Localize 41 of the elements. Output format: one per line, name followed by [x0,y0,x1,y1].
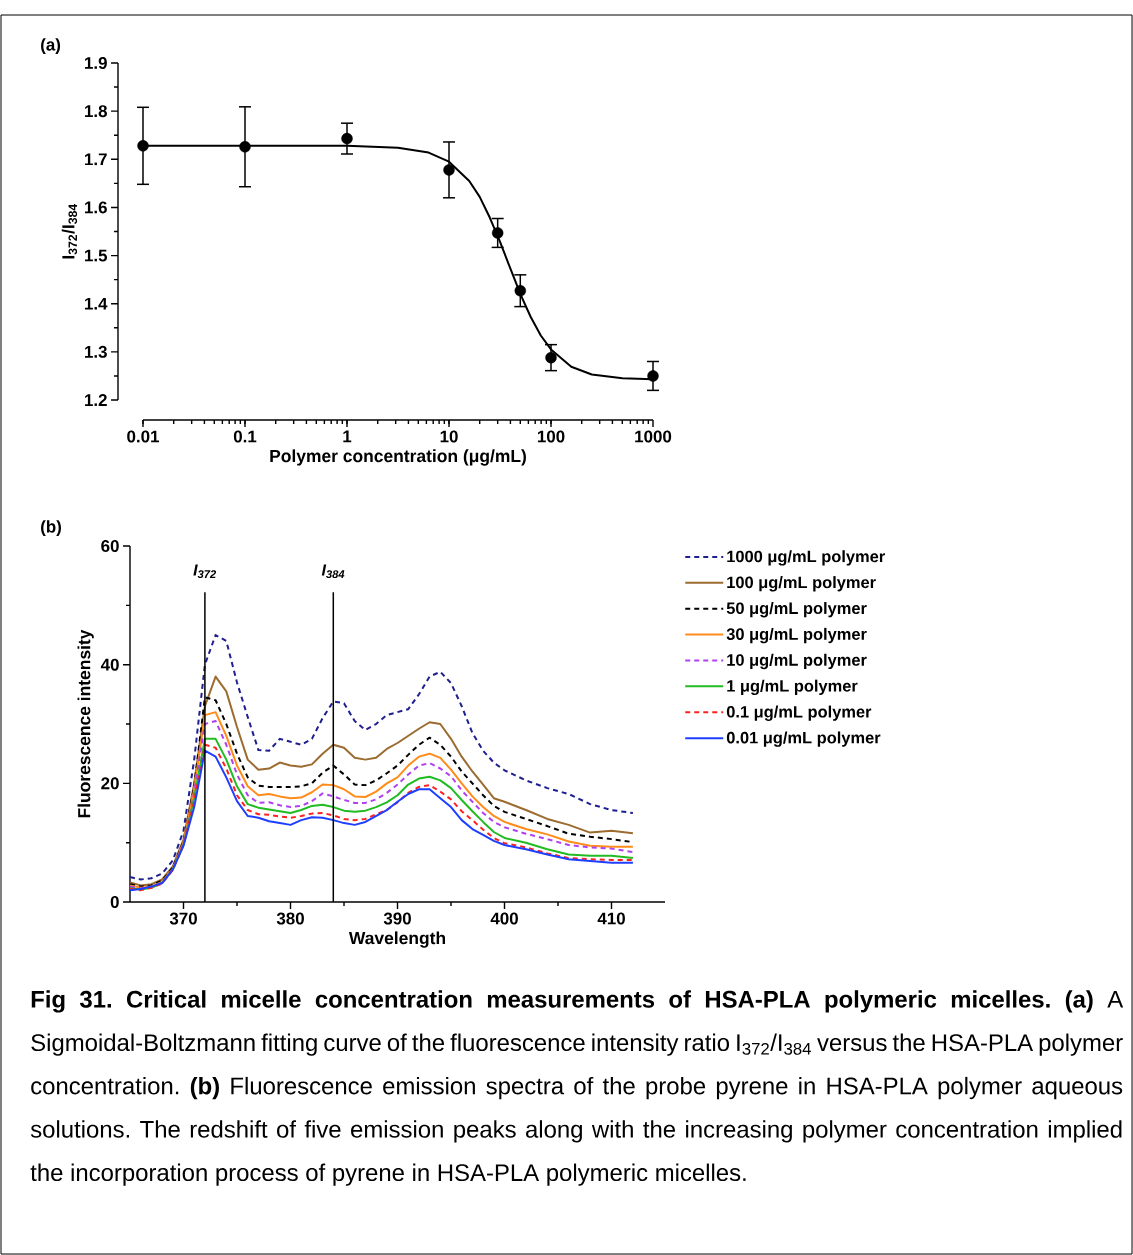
y-tick-label: 1.4 [85,297,108,310]
legend-label: 1000 μg/mL polymer [727,550,885,566]
x-tick-label: 410 [597,912,625,925]
text: Fig 31. Critical micelle concentration measurements of HSA-PLA polymeric micelles. (a) A Sigmoidal-Boltzmann fitting curve of the fluorescence intensity ratio I$_{372}$/I$_{384}$ versus the HSA-PLA polymer concentration. (b) Fluorescence emission spectra of the probe pyrene in HSA-PLA polymer aqueous solutions. The redshift of five emission peaks along with the increasing polymer concentration implied the incorporation process of pyrene in HSA-PLA polymeric micelles. [30,990,1124,1186]
ref-line-label: I$_{372}$ [193,564,217,579]
x-axis-title: Wavelength [348,931,446,948]
ref-line-label: I$_{384}$ [321,564,345,579]
legend-label: 100 μg/mL polymer [727,576,876,592]
x-tick-label: 370 [169,912,197,925]
legend-label: 30 μg/mL polymer [726,627,867,644]
legend-label: 50 μg/mL polymer [726,601,867,618]
x-tick-label: 1 [343,430,352,443]
legend-label: 10 μg/mL polymer [727,653,867,670]
x-tick-label: 380 [276,912,304,925]
legend-label: 0.01 μg/mL polymer [726,731,881,747]
legend-label: 0.1 μg/mL polymer [726,705,872,721]
y-tick-label: 0 [110,896,119,909]
y-tick-label: 1.3 [85,345,107,358]
chart-title: (a) [41,38,61,54]
x-tick-label: 10 [440,430,458,443]
chart-title: (b) [41,520,61,536]
y-tick-label: 1.8 [85,105,107,118]
y-axis-title: Fluorescence intensity [77,629,94,818]
legend-label: 1 μg/mL polymer [727,679,858,696]
y-tick-label: 40 [100,658,119,671]
line-series [129,634,634,881]
x-tick-label: 0.1 [233,430,257,443]
y-tick-label: 60 [101,540,119,553]
y-tick-label: 20 [101,777,119,790]
y-tick-label: 1.9 [85,57,107,70]
x-tick-label: 100 [537,430,565,443]
y-tick-label: 1.2 [85,394,107,406]
y-tick-label: 1.5 [85,249,108,262]
y-tick-label: 1.6 [85,201,107,214]
x-tick-label: 0.01 [127,430,160,443]
x-tick-label: 1000 [635,430,672,443]
y-tick-label: 1.7 [85,153,107,166]
x-tick-label: 400 [490,912,518,925]
y-axis-title: I$_{372}$/I$_{384}$ [61,203,78,259]
x-tick-label: 390 [383,912,411,925]
x-axis-title: Polymer concentration (μg/mL) [270,449,526,466]
